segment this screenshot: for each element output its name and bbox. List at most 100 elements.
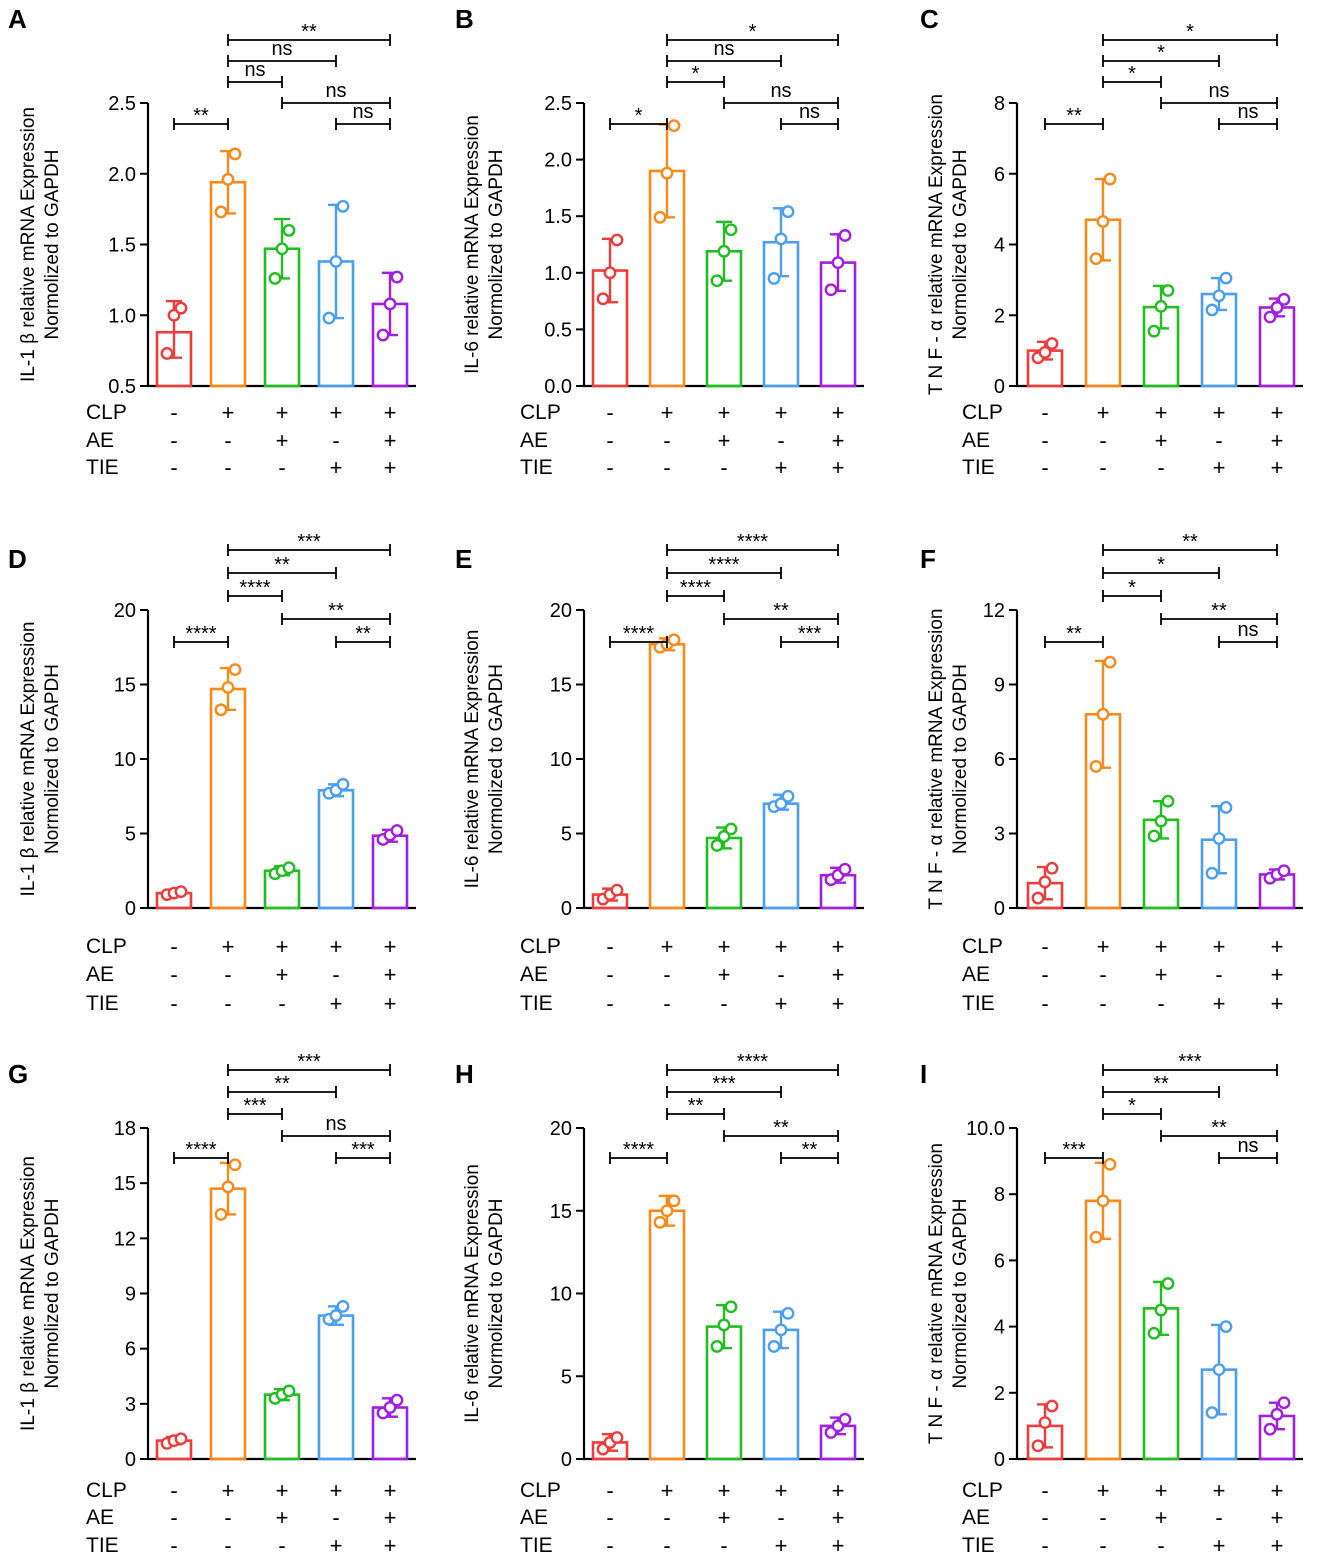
- data-point: [667, 633, 681, 647]
- treatment-label: CLP: [86, 935, 127, 958]
- sig-label: ***: [1178, 1051, 1202, 1073]
- treatment-symbol: +: [276, 934, 289, 959]
- treatment-symbol: +: [1155, 934, 1168, 959]
- sig-label: **: [1066, 623, 1082, 645]
- treatment-symbol: +: [330, 991, 343, 1016]
- treatment-symbol: +: [775, 1533, 788, 1555]
- sig-label: **: [355, 623, 371, 645]
- y-tick-label: 15: [550, 1201, 572, 1223]
- data-point: [1161, 794, 1175, 808]
- treatment-symbol: -: [224, 962, 231, 987]
- data-point: [1045, 337, 1059, 350]
- treatment-label: TIE: [962, 1534, 995, 1555]
- treatment-symbol: -: [1215, 428, 1222, 453]
- treatment-symbol: -: [1041, 400, 1048, 425]
- data-point: [228, 147, 242, 161]
- bar-3: [317, 1314, 355, 1461]
- treatment-symbol: -: [224, 991, 231, 1016]
- y-axis-label: IL-6 relative mRNA Expression Normolized …: [462, 630, 507, 889]
- data-point: [214, 1208, 228, 1221]
- treatment-symbol: +: [832, 1533, 845, 1555]
- treatment-symbol: +: [718, 1505, 731, 1530]
- sig-label: ***: [297, 531, 321, 553]
- treatment-symbol: +: [661, 1478, 674, 1503]
- treatment-symbol: +: [384, 934, 397, 959]
- data-point: [1212, 289, 1226, 303]
- y-tick-label: 5: [561, 1366, 572, 1388]
- y-axis-label-line1: T N F - α relative mRNA Expression: [926, 94, 947, 395]
- treatment-symbol: +: [384, 400, 397, 425]
- treatment-symbol: +: [1213, 1478, 1226, 1503]
- y-tick-label: 5: [561, 824, 572, 846]
- treatment-symbol: -: [332, 962, 339, 987]
- sig-label: **: [1211, 1117, 1227, 1139]
- bar-1: [648, 642, 686, 910]
- sig-label: *: [1157, 42, 1165, 64]
- treatment-symbol: -: [720, 991, 727, 1016]
- y-tick-label: 3: [994, 824, 1005, 846]
- treatment-symbol: +: [1155, 1505, 1168, 1530]
- data-point: [1147, 324, 1161, 338]
- y-axis-label-line2: Normolized to GAPDH: [486, 1198, 507, 1388]
- y-tick-label: 20: [114, 600, 136, 622]
- treatment-symbol: -: [1157, 991, 1164, 1016]
- data-point: [275, 242, 289, 256]
- sig-label: **: [301, 21, 317, 43]
- data-point: [1089, 252, 1103, 266]
- data-point: [1154, 814, 1168, 828]
- sig-label: ns: [1208, 80, 1229, 102]
- data-point: [774, 797, 788, 811]
- treatment-symbol: +: [330, 1478, 343, 1503]
- treatment-symbol: +: [276, 400, 289, 425]
- y-axis-label: T N F - α relative mRNA Expression Normol…: [926, 1143, 971, 1444]
- data-point: [174, 301, 188, 315]
- y-axis-label-line1: IL-6 relative mRNA Expression: [462, 115, 483, 374]
- y-tick-label: 2: [994, 305, 1005, 327]
- treatment-symbol: +: [775, 934, 788, 959]
- data-point: [710, 1340, 724, 1353]
- y-tick-label: 0: [561, 1449, 572, 1471]
- sig-label: **: [1182, 531, 1198, 553]
- y-tick-label: 6: [994, 1250, 1005, 1272]
- bar-3: [317, 788, 355, 910]
- data-point: [667, 1194, 681, 1208]
- data-point: [1212, 832, 1226, 845]
- y-axis-label-line1: T N F - α relative mRNA Expression: [926, 1143, 947, 1444]
- bar-1: [209, 687, 247, 910]
- y-axis-label-line1: IL-6 relative mRNA Expression: [462, 630, 483, 889]
- treatment-label: TIE: [520, 992, 553, 1015]
- panel-letter: I: [920, 1059, 927, 1089]
- treatment-label: TIE: [962, 456, 995, 479]
- y-axis-label-line1: T N F - α relative mRNA Expression: [926, 609, 947, 910]
- panel-A: A IL-1 β relative mRNA Expression Normoliz…: [8, 4, 416, 480]
- treatment-symbol: +: [775, 991, 788, 1016]
- treatment-symbol: +: [384, 991, 397, 1016]
- treatment-label: CLP: [86, 1479, 127, 1502]
- data-point: [160, 347, 174, 360]
- treatment-symbol: +: [276, 962, 289, 987]
- treatment-symbol: -: [606, 1505, 613, 1530]
- treatment-symbol: -: [777, 962, 784, 987]
- treatment-symbol: +: [384, 1533, 397, 1555]
- sig-label: ***: [243, 1095, 267, 1117]
- panel-G: G IL-1 β relative mRNA Expression Normoliz…: [8, 1051, 416, 1555]
- treatment-symbol: +: [330, 1533, 343, 1555]
- treatment-symbol: -: [1041, 428, 1048, 453]
- sig-label: ns: [352, 101, 373, 123]
- data-point: [214, 703, 228, 717]
- treatment-symbol: -: [278, 991, 285, 1016]
- treatment-symbol: +: [718, 934, 731, 959]
- data-point: [1277, 292, 1291, 306]
- treatment-label: CLP: [962, 1479, 1003, 1502]
- treatment-symbol: +: [384, 1505, 397, 1530]
- treatment-label: AE: [962, 429, 990, 452]
- data-point: [610, 883, 624, 897]
- data-point: [174, 885, 188, 899]
- sig-label: **: [773, 600, 789, 622]
- y-axis-label-line2: Normolized to GAPDH: [950, 149, 971, 339]
- treatment-symbol: +: [1213, 1533, 1226, 1555]
- data-point: [724, 822, 738, 836]
- y-axis-label: IL-6 relative mRNA Expression Normolized …: [462, 1164, 507, 1423]
- treatment-symbol: +: [276, 1505, 289, 1530]
- treatment-label: CLP: [520, 401, 561, 424]
